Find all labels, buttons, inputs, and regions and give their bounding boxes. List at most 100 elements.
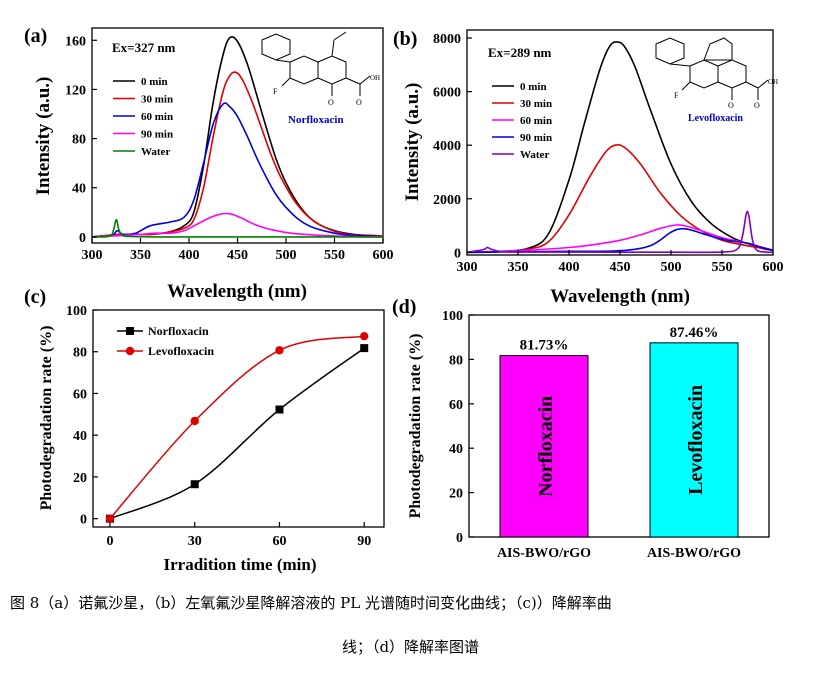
x-tick-label: 300 [82, 248, 103, 263]
legend-marker [125, 346, 135, 356]
legend-label: 60 min [520, 115, 552, 127]
bar [649, 342, 739, 538]
data-point [190, 480, 199, 489]
series-line [466, 41, 774, 254]
legend-label: 90 min [520, 132, 552, 144]
panel-a-legend: 0 min 30 min 60 min 90 min Water [113, 76, 173, 158]
data-point [190, 416, 199, 426]
x-tick-label: 450 [610, 260, 631, 275]
series-line [109, 347, 365, 520]
y-tick-label: 100 [66, 304, 87, 319]
data-point [275, 346, 284, 355]
y-tick-label: 0 [80, 513, 87, 528]
y-tick-label: 120 [65, 83, 86, 98]
bar-inner-label: Levofloxacin [685, 385, 707, 495]
y-tick-label: 0 [79, 231, 86, 246]
panel-c-ylabel: Photodegradation rate (%) [38, 326, 55, 511]
series-line [91, 212, 384, 238]
series-line [91, 71, 384, 238]
panel-d-axes: 0 20 40 60 80 100 [442, 309, 474, 546]
legend-label: Levofloxacin [148, 344, 214, 358]
y-tick-label: 8000 [433, 32, 461, 47]
data-point [275, 405, 284, 414]
series-line [466, 143, 774, 254]
y-tick-label: 0 [456, 531, 463, 546]
x-tick-label: 300 [457, 260, 478, 275]
panel-b-xlabel: Wavelength (nm) [550, 286, 690, 307]
y-tick-label: 2000 [433, 193, 461, 208]
panel-a: (a) Ex=327 nm Norfloxacin F O OH O 0 min… [24, 25, 394, 302]
svg-text:O: O [356, 98, 362, 107]
series-line [91, 102, 384, 238]
figure-caption-line-1: 图 8（a）诺氟沙星，（b）左氧氟沙星降解溶液的 PL 光谱随时间变化曲线；（c… [10, 594, 612, 612]
x-tick-label: 400 [179, 248, 200, 263]
y-tick-label: 80 [73, 346, 87, 361]
legend-label: Water [141, 146, 170, 158]
svg-text:O: O [754, 101, 760, 110]
legend-label: 0 min [141, 76, 168, 88]
panel-c-xlabel: Irradition time (min) [164, 555, 317, 574]
svg-text:O: O [728, 101, 734, 110]
x-tick-label: 0 [106, 534, 113, 549]
panel-a-xlabel: Wavelength (nm) [167, 281, 307, 302]
y-tick-label: 40 [449, 442, 463, 457]
panel-b-plot [466, 41, 774, 254]
panel-c-plot [105, 331, 369, 523]
legend-label: 30 min [520, 98, 552, 110]
panel-a-excitation: Ex=327 nm [112, 40, 176, 55]
panel-a-plot [91, 36, 384, 238]
x-tick-label: 600 [763, 260, 784, 275]
panel-a-frame [91, 27, 384, 244]
bar [499, 355, 589, 538]
y-tick-label: 20 [73, 471, 87, 486]
y-tick-label: 6000 [433, 86, 461, 101]
panel-d-frame [468, 314, 770, 538]
panel-b-ylabel: Intensity (a.u.) [402, 83, 423, 202]
figure-caption-line-2: 线；（d）降解率图谱 [341, 638, 480, 656]
x-tick-label: 550 [324, 248, 345, 263]
x-tick-label: 500 [661, 260, 682, 275]
panel-b-legend: 0 min 30 min 60 min 90 min Water [492, 81, 552, 161]
y-tick-label: 80 [72, 133, 86, 148]
panel-d: (d) 81.73% Norfloxacin AIS-BWO/rGO 87.46% Le… [392, 296, 770, 561]
y-tick-label: 4000 [433, 139, 461, 154]
legend-label: Norfloxacin [148, 324, 209, 338]
panel-b-label: (b) [393, 28, 417, 50]
x-tick-label: 450 [227, 248, 248, 263]
data-point [105, 514, 115, 523]
y-tick-label: 60 [449, 398, 463, 413]
panel-d-bars: 81.73% Norfloxacin AIS-BWO/rGO 87.46% Levofl… [497, 325, 741, 561]
norfloxacin-structure: F O OH O [261, 31, 380, 107]
x-tick-label: 60 [272, 534, 286, 549]
bar-inner-label: Norfloxacin [535, 396, 557, 497]
panel-d-ylabel: Photodegradation rate (%) [407, 334, 424, 519]
y-tick-label: 60 [73, 387, 87, 402]
panel-b-frame [466, 29, 774, 256]
y-tick-label: 80 [449, 353, 463, 368]
x-tick-label: 550 [712, 260, 733, 275]
svg-text:F: F [674, 91, 679, 100]
bar-value-label: 87.46% [670, 325, 719, 341]
legend-label: 0 min [520, 81, 547, 93]
panel-c: (c) Norfloxacin Levofloxacin 0 30 60 90 0 20 40… [24, 286, 385, 574]
svg-text:OH: OH [370, 74, 380, 82]
panel-a-axes: 300 350 400 450 500 550 600 0 40 80 120 160 [65, 34, 394, 263]
panel-a-label: (a) [24, 25, 47, 47]
y-tick-label: 0 [454, 246, 461, 261]
x-tick-label: 600 [373, 248, 394, 263]
panel-c-label: (c) [24, 286, 46, 308]
bar-value-label: 81.73% [520, 338, 569, 354]
series-line [466, 210, 774, 254]
series-line [109, 335, 365, 520]
panel-b-excitation: Ex=289 nm [488, 45, 552, 60]
legend-label: Water [520, 149, 549, 161]
panel-b: (b) Ex=289 nm Levofloxacin F O OH O 0 mi… [393, 28, 784, 307]
x-tick-label: 400 [559, 260, 580, 275]
figure: (a) Ex=327 nm Norfloxacin F O OH O 0 min… [24, 25, 784, 574]
panel-d-label: (d) [392, 296, 416, 318]
x-tick-label: 500 [276, 248, 297, 263]
y-tick-label: 40 [73, 429, 87, 444]
data-point [360, 344, 369, 353]
panel-a-compound-name: Norfloxacin [288, 114, 344, 126]
